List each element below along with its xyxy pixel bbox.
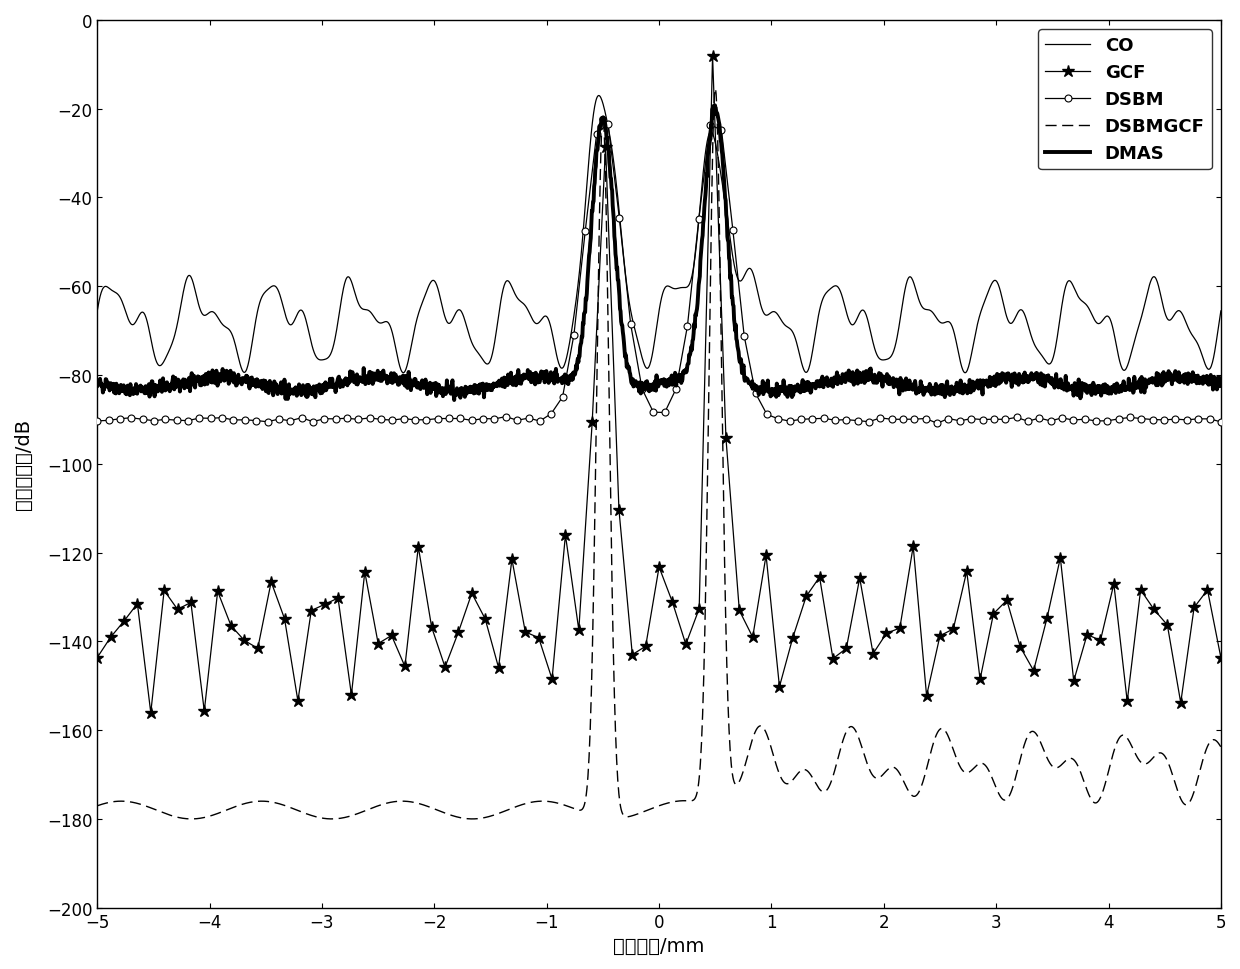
DMAS	[1214, 381, 1229, 392]
CO	[976, 300, 991, 312]
GCF	[706, 50, 720, 62]
GCF	[438, 662, 453, 673]
DMAS	[89, 381, 104, 392]
CO	[1214, 306, 1229, 318]
Line: DSBM: DSBM	[94, 121, 1224, 427]
CO	[606, 162, 621, 173]
DSBMGCF	[708, 83, 723, 95]
DMAS	[606, 232, 621, 243]
DSBM	[680, 321, 694, 332]
DMAS	[1182, 372, 1197, 384]
Line: GCF: GCF	[91, 50, 1228, 719]
DSBMGCF	[606, 689, 621, 701]
CO	[591, 91, 606, 103]
GCF	[1173, 697, 1188, 708]
CO	[1182, 325, 1197, 336]
DMAS	[1182, 376, 1197, 388]
Line: DSBMGCF: DSBMGCF	[97, 89, 1221, 819]
DSBMGCF	[1182, 797, 1197, 808]
CO	[148, 351, 162, 362]
DSBMGCF	[636, 806, 651, 818]
GCF	[1214, 652, 1229, 664]
DMAS	[976, 375, 991, 387]
GCF	[491, 662, 506, 673]
GCF	[290, 696, 305, 707]
DSBMGCF	[465, 813, 480, 825]
CO	[1182, 324, 1197, 335]
Line: CO: CO	[97, 97, 1221, 373]
DSBMGCF	[148, 803, 162, 815]
DSBMGCF	[1214, 741, 1229, 753]
DMAS	[636, 384, 651, 395]
DSBMGCF	[976, 758, 991, 769]
CO	[957, 367, 972, 379]
GCF	[144, 707, 159, 719]
DSBMGCF	[1182, 797, 1197, 809]
CO	[89, 306, 104, 318]
DSBM	[89, 416, 104, 427]
DMAS	[148, 391, 162, 403]
DSBM	[771, 414, 786, 425]
DSBMGCF	[89, 800, 104, 812]
DSBM	[1214, 417, 1229, 428]
DMAS	[708, 101, 723, 112]
DSBM	[305, 417, 320, 428]
DSBM	[930, 418, 945, 429]
GCF	[89, 652, 104, 664]
Legend: CO, GCF, DSBM, DSBMGCF, DMAS: CO, GCF, DSBM, DSBMGCF, DMAS	[1038, 30, 1211, 171]
Line: DMAS: DMAS	[97, 107, 1221, 400]
DSBM	[600, 119, 615, 131]
DSBM	[1179, 415, 1194, 426]
DSBM	[1146, 415, 1161, 426]
X-axis label: 横向距离/mm: 横向距离/mm	[614, 936, 704, 955]
Y-axis label: 归一化幅度/dB: 归一化幅度/dB	[14, 419, 33, 510]
DMAS	[446, 394, 461, 406]
DSBM	[351, 414, 366, 425]
CO	[636, 359, 651, 370]
GCF	[665, 597, 680, 609]
GCF	[451, 627, 466, 639]
